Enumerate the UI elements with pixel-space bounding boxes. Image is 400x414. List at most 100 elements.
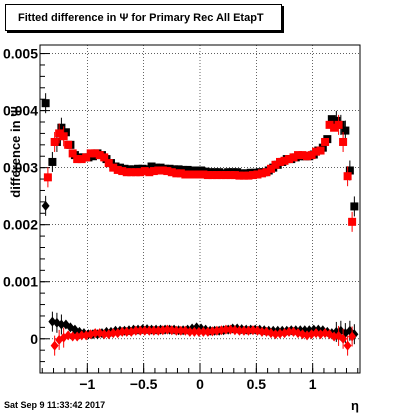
black-square-point <box>345 166 354 175</box>
red-diamond-point <box>235 325 244 336</box>
red-diamond-point <box>285 326 294 337</box>
red-diamond-point <box>248 325 257 336</box>
red-square-point <box>212 171 221 180</box>
y-axis-title: difference in Ψ <box>8 106 23 197</box>
black-square-point <box>350 202 359 211</box>
red-square-point <box>208 171 217 180</box>
red-square-point <box>167 168 176 177</box>
red-square-point <box>73 155 82 164</box>
x-axis-title: η <box>351 398 359 413</box>
red-square-point <box>131 168 140 177</box>
red-diamond-point <box>167 325 176 336</box>
red-square-point <box>122 168 131 177</box>
red-square-point <box>221 171 230 180</box>
red-diamond-point <box>91 328 100 339</box>
red-square-point <box>172 169 181 178</box>
red-diamond-point <box>122 326 131 337</box>
red-square-point <box>176 169 185 178</box>
red-diamond-point <box>276 328 284 339</box>
red-square-point <box>271 160 280 169</box>
red-diamond-point <box>230 325 239 336</box>
red-square-point <box>64 140 73 149</box>
red-square-point <box>312 147 321 156</box>
red-square-point <box>230 171 239 180</box>
red-square-point <box>262 168 271 177</box>
red-square-point <box>118 167 127 176</box>
red-square-point <box>113 165 122 174</box>
red-square-point <box>149 167 158 176</box>
red-diamond-point <box>221 324 230 335</box>
red-square-point <box>59 132 68 141</box>
red-diamond-point <box>154 325 163 336</box>
red-square-point <box>163 167 172 176</box>
red-square-point <box>348 217 357 226</box>
red-diamond-point <box>271 329 280 340</box>
red-square-point <box>257 169 266 178</box>
data-points <box>41 93 359 356</box>
red-square-point <box>95 151 104 160</box>
red-diamond-point <box>172 325 181 336</box>
red-diamond-point <box>136 325 145 336</box>
red-square-point <box>298 151 307 160</box>
red-square-point <box>303 152 312 161</box>
red-square-point <box>235 171 244 180</box>
red-diamond-point <box>217 325 226 336</box>
red-square-point <box>104 159 113 168</box>
red-diamond-point <box>203 326 212 337</box>
black-square-point <box>57 123 66 132</box>
red-square-point <box>91 149 100 158</box>
red-square-point <box>343 172 352 181</box>
black-diamond-point <box>57 319 66 330</box>
red-diamond-point <box>257 326 266 337</box>
red-diamond-point <box>50 340 59 351</box>
chart-title: Fitted difference in Ψ for Primary Rec A… <box>18 12 264 24</box>
red-square-point <box>339 137 348 146</box>
red-diamond-point <box>77 330 86 341</box>
black-diamond-point <box>41 200 50 211</box>
red-square-point <box>334 120 343 129</box>
red-square-point <box>321 137 330 146</box>
red-square-point <box>325 120 334 129</box>
red-square-point <box>127 168 136 177</box>
plot-frame <box>39 44 361 374</box>
y-tick-label: 0.003 <box>3 160 38 176</box>
chart-title-box: Fitted difference in Ψ for Primary Rec A… <box>5 4 282 31</box>
x-axis: −1 −0.5 0 0.5 1 <box>41 363 359 392</box>
x-tick-label: 0 <box>196 376 204 392</box>
black-square-point <box>41 99 50 108</box>
red-diamond-point <box>339 333 348 344</box>
red-square-point <box>248 171 257 180</box>
red-diamond-point <box>100 329 109 340</box>
black-square-point <box>183 165 192 174</box>
red-square-point <box>199 170 208 179</box>
x-tick-label: 1 <box>309 376 317 392</box>
red-diamond-point <box>239 325 248 336</box>
red-square-point <box>285 155 294 164</box>
black-square-point <box>327 115 336 124</box>
y-tick-label: 0 <box>30 331 38 347</box>
red-square-point <box>244 171 253 180</box>
red-square-point <box>100 153 109 162</box>
red-diamond-point <box>163 324 172 335</box>
red-square-point <box>86 149 95 158</box>
red-diamond-point <box>118 326 127 337</box>
red-diamond-point <box>68 331 77 342</box>
red-diamond-point <box>330 331 339 342</box>
red-diamond-point <box>343 340 352 351</box>
red-square-point <box>50 137 59 146</box>
red-diamond-point <box>226 324 235 335</box>
red-square-point <box>203 171 212 180</box>
red-diamond-point <box>176 325 185 336</box>
red-square-point <box>185 170 194 179</box>
red-diamond-point <box>348 331 357 342</box>
red-square-point <box>154 166 163 175</box>
red-square-point <box>158 166 167 175</box>
black-square-point <box>341 126 350 135</box>
red-square-point <box>109 163 118 172</box>
red-diamond-point <box>208 326 217 337</box>
red-square-point <box>181 170 190 179</box>
red-square-point <box>226 171 235 180</box>
grid-lines <box>40 45 360 373</box>
red-diamond-point <box>158 325 167 336</box>
